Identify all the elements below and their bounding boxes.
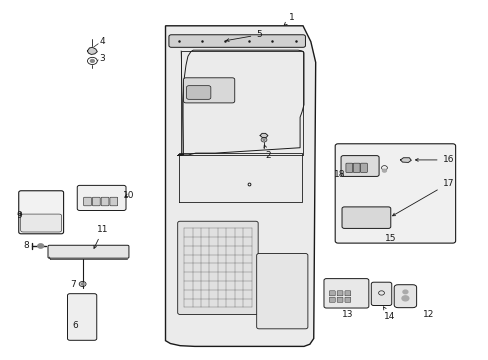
FancyBboxPatch shape xyxy=(183,78,234,103)
FancyBboxPatch shape xyxy=(83,197,91,206)
FancyBboxPatch shape xyxy=(336,291,342,296)
Text: 14: 14 xyxy=(383,307,395,321)
Text: 11: 11 xyxy=(94,225,109,248)
Text: 18: 18 xyxy=(333,170,345,179)
Text: 10: 10 xyxy=(122,190,134,199)
FancyBboxPatch shape xyxy=(393,285,416,308)
FancyBboxPatch shape xyxy=(334,144,455,243)
Circle shape xyxy=(402,290,407,294)
FancyBboxPatch shape xyxy=(340,156,378,176)
FancyBboxPatch shape xyxy=(341,207,390,228)
Text: 13: 13 xyxy=(342,310,353,319)
Text: 6: 6 xyxy=(72,321,78,330)
Text: 16: 16 xyxy=(415,156,453,165)
Polygon shape xyxy=(400,158,410,162)
Text: 1: 1 xyxy=(284,13,295,25)
FancyBboxPatch shape xyxy=(329,291,334,296)
Circle shape xyxy=(38,244,43,248)
Text: 7: 7 xyxy=(70,280,76,289)
FancyBboxPatch shape xyxy=(19,191,63,234)
Text: 4: 4 xyxy=(99,37,105,46)
FancyBboxPatch shape xyxy=(324,279,368,308)
FancyBboxPatch shape xyxy=(352,163,359,172)
Text: 5: 5 xyxy=(226,30,262,41)
FancyBboxPatch shape xyxy=(101,197,109,206)
Text: 9: 9 xyxy=(16,211,22,220)
FancyBboxPatch shape xyxy=(344,297,350,302)
FancyBboxPatch shape xyxy=(186,86,210,99)
FancyBboxPatch shape xyxy=(20,214,61,232)
Circle shape xyxy=(90,59,94,62)
Circle shape xyxy=(81,283,84,285)
FancyBboxPatch shape xyxy=(168,35,305,47)
Polygon shape xyxy=(87,47,97,54)
Polygon shape xyxy=(260,134,267,138)
Circle shape xyxy=(263,139,264,140)
Text: 8: 8 xyxy=(23,242,29,251)
FancyBboxPatch shape xyxy=(92,197,100,206)
Circle shape xyxy=(382,169,386,172)
FancyBboxPatch shape xyxy=(336,297,342,302)
Text: 12: 12 xyxy=(422,310,434,319)
FancyBboxPatch shape xyxy=(110,197,118,206)
FancyBboxPatch shape xyxy=(177,221,258,315)
FancyBboxPatch shape xyxy=(77,185,126,211)
FancyBboxPatch shape xyxy=(329,297,334,302)
FancyBboxPatch shape xyxy=(370,282,391,306)
Text: 2: 2 xyxy=(264,145,270,160)
FancyBboxPatch shape xyxy=(67,294,97,340)
FancyBboxPatch shape xyxy=(256,253,307,329)
FancyBboxPatch shape xyxy=(48,245,129,258)
Text: 15: 15 xyxy=(384,234,396,243)
FancyBboxPatch shape xyxy=(360,163,366,172)
Text: 17: 17 xyxy=(392,179,453,216)
FancyBboxPatch shape xyxy=(344,291,350,296)
Polygon shape xyxy=(165,26,315,346)
FancyBboxPatch shape xyxy=(345,163,352,172)
Text: 3: 3 xyxy=(99,54,105,63)
Circle shape xyxy=(401,296,408,301)
